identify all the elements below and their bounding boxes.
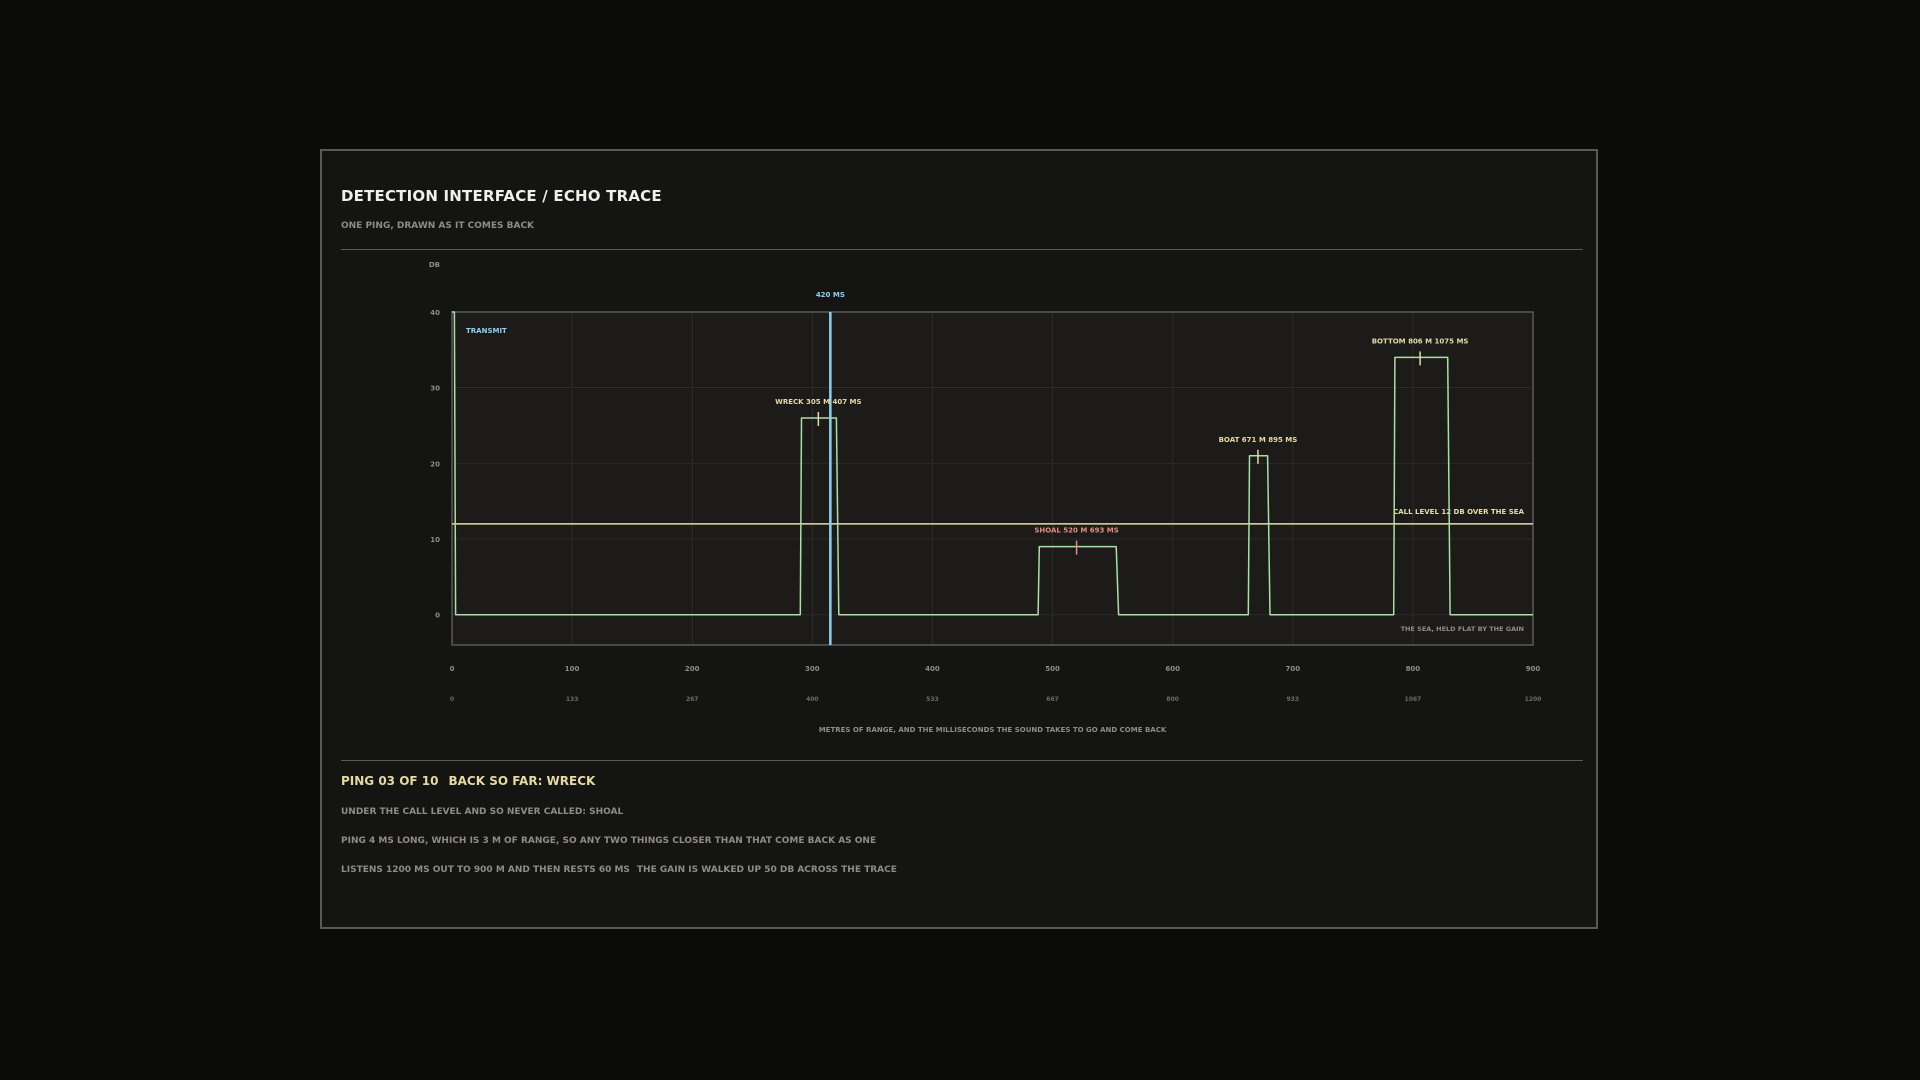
target-label: WRECK 305 M 407 MS — [775, 398, 861, 406]
x-tick-label: 300 — [805, 665, 820, 673]
x2-tick-label: 133 — [566, 696, 579, 703]
x2-tick-label: 1067 — [1405, 696, 1422, 703]
gain-note: THE GAIN IS WALKED UP 50 DB ACROSS THE T… — [636, 865, 897, 875]
x-tick-label: 100 — [565, 665, 580, 673]
page-title: DETECTION INTERFACE / ECHO TRACE — [341, 187, 662, 205]
plot-background — [452, 312, 1533, 645]
y-tick-label: 0 — [435, 612, 440, 620]
resolution-note: PING 4 MS LONG, WHICH IS 3 M OF RANGE, S… — [341, 836, 877, 846]
x-tick-label: 400 — [925, 665, 940, 673]
x2-tick-label: 933 — [1287, 696, 1300, 703]
x2-tick-label: 267 — [686, 696, 699, 703]
time-cursor-label: 420 MS — [816, 291, 845, 299]
echo-trace-line — [452, 311, 1533, 616]
uncalled-note: UNDER THE CALL LEVEL AND SO NEVER CALLED… — [341, 807, 624, 817]
y-tick-label: 30 — [430, 385, 440, 393]
target-label: BOAT 671 M 895 MS — [1219, 436, 1298, 444]
ping-counter: PING 03 OF 10 — [341, 774, 439, 788]
call-level-label: CALL LEVEL 12 DB OVER THE SEA — [1393, 508, 1524, 516]
status-line: PING 03 OF 10 BACK SO FAR: WRECK — [341, 774, 595, 788]
header-divider — [341, 249, 1583, 250]
x-tick-label: 600 — [1165, 665, 1180, 673]
footer-divider — [341, 760, 1583, 761]
x-tick-label: 500 — [1045, 665, 1060, 673]
detection-panel: DETECTION INTERFACE / ECHO TRACE ONE PIN… — [320, 149, 1598, 929]
x2-tick-label: 400 — [806, 696, 819, 703]
x-tick-label: 800 — [1406, 665, 1421, 673]
y-tick-label: 40 — [430, 309, 440, 317]
target-label: BOTTOM 806 M 1075 MS — [1372, 337, 1469, 345]
x2-tick-label: 533 — [926, 696, 939, 703]
target-label: SHOAL 520 M 693 MS — [1034, 527, 1119, 535]
sea-floor-label: THE SEA, HELD FLAT BY THE GAIN — [1401, 625, 1524, 633]
x-tick-label: 900 — [1526, 665, 1541, 673]
plot-frame — [451, 311, 1534, 646]
x-axis-label: METRES OF RANGE, AND THE MILLISECONDS TH… — [819, 726, 1167, 734]
listen-note: LISTENS 1200 MS OUT TO 900 M AND THEN RE… — [341, 865, 897, 875]
y-axis-label: DB — [429, 261, 440, 269]
y-tick-label: 10 — [430, 536, 440, 544]
x2-tick-label: 667 — [1046, 696, 1059, 703]
called-targets: BACK SO FAR: WRECK — [448, 774, 596, 788]
y-tick-label: 20 — [430, 460, 440, 468]
listen-window: LISTENS 1200 MS OUT TO 900 M AND THEN RE… — [341, 865, 630, 875]
transmit-label: TRANSMIT — [466, 327, 507, 335]
x2-tick-label: 1200 — [1525, 696, 1542, 703]
x-tick-label: 700 — [1285, 665, 1300, 673]
x2-tick-label: 800 — [1166, 696, 1179, 703]
x-tick-label: 0 — [450, 665, 455, 673]
page-subtitle: ONE PING, DRAWN AS IT COMES BACK — [341, 221, 535, 231]
x2-tick-label: 0 — [450, 696, 454, 703]
x-tick-label: 200 — [685, 665, 700, 673]
